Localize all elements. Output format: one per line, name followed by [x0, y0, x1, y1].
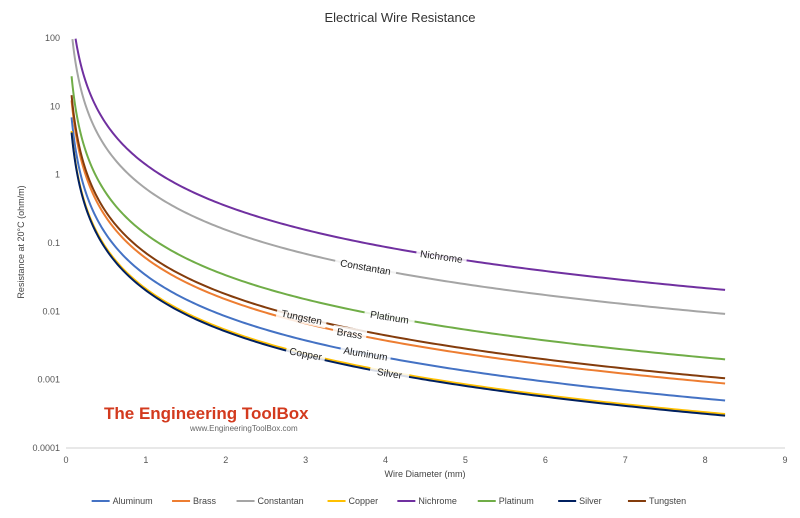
y-tick-label: 0.1 — [47, 238, 60, 248]
curve-labels: NichromeConstantanPlatinumBrassTungstenA… — [275, 247, 468, 383]
x-axis-label: Wire Diameter (mm) — [385, 469, 466, 479]
x-tick-label: 0 — [63, 455, 68, 465]
x-tick-label: 9 — [782, 455, 787, 465]
curve-label-bg — [415, 247, 468, 266]
curve-label-bg — [331, 324, 368, 343]
x-tick-label: 5 — [463, 455, 468, 465]
y-tick-labels: 100 10 1 0.1 0.01 0.001 0.0001 — [32, 33, 60, 453]
legend-label: Nichrome — [418, 496, 457, 506]
chart-title: Electrical Wire Resistance — [325, 10, 476, 25]
watermark: The Engineering ToolBox www.EngineeringT… — [104, 404, 309, 433]
legend-item-silver: Silver — [558, 496, 602, 506]
legend: Aluminum Brass Constantan Copper Nichrome Pla… — [91, 496, 686, 506]
legend-label: Constantan — [258, 496, 304, 506]
x-tick-label: 1 — [143, 455, 148, 465]
curve-label-text: Brass — [336, 327, 363, 342]
legend-item-constantan: Constantan — [236, 496, 304, 506]
x-tick-label: 8 — [703, 455, 708, 465]
curve-label-bg — [339, 343, 392, 364]
legend-label: Tungsten — [649, 496, 686, 506]
series-line-platinum — [70, 76, 726, 361]
legend-label: Copper — [349, 496, 379, 506]
x-tick-labels: 0 1 2 3 4 5 6 7 8 9 — [63, 455, 787, 465]
x-tick-label: 3 — [303, 455, 308, 465]
curve-label-bg — [363, 307, 416, 328]
y-tick-label: 0.001 — [37, 375, 60, 385]
y-tick-label: 1 — [55, 170, 60, 180]
series-line-constantan — [71, 38, 726, 315]
x-tick-label: 4 — [383, 455, 388, 465]
series-line-aluminum — [70, 117, 726, 402]
y-tick-label: 0.0001 — [32, 443, 60, 453]
legend-label: Brass — [193, 496, 217, 506]
legend-item-nichrome: Nichrome — [397, 496, 457, 506]
y-tick-label: 10 — [50, 101, 60, 111]
legend-label: Aluminum — [113, 496, 153, 506]
legend-item-brass: Brass — [172, 496, 217, 506]
legend-label: Silver — [579, 496, 602, 506]
x-tick-label: 2 — [223, 455, 228, 465]
legend-item-aluminum: Aluminum — [91, 496, 153, 506]
curve-label-bg — [369, 364, 411, 383]
curve-label-bg — [285, 344, 327, 364]
curve-label-bg — [334, 255, 398, 279]
y-tick-label: 100 — [45, 33, 60, 43]
curve-label-bg — [275, 306, 328, 329]
y-axis-label: Resistance at 20°C (ohm/m) — [16, 185, 26, 298]
legend-label: Platinum — [499, 496, 534, 506]
x-tick-label: 7 — [623, 455, 628, 465]
y-tick-label: 0.01 — [42, 306, 60, 316]
curve-label-silver: Silver — [369, 364, 411, 383]
curve-label-brass: Brass — [331, 324, 368, 343]
legend-item-tungsten: Tungsten — [627, 496, 686, 506]
series-line-nichrome — [74, 38, 726, 291]
legend-item-copper: Copper — [327, 496, 379, 506]
x-tick-label: 6 — [543, 455, 548, 465]
brand-url: www.EngineeringToolBox.com — [189, 424, 298, 433]
brand-logo: The Engineering ToolBox — [104, 404, 309, 423]
curve-label-text: Silver — [376, 367, 403, 382]
legend-item-platinum: Platinum — [477, 496, 534, 506]
